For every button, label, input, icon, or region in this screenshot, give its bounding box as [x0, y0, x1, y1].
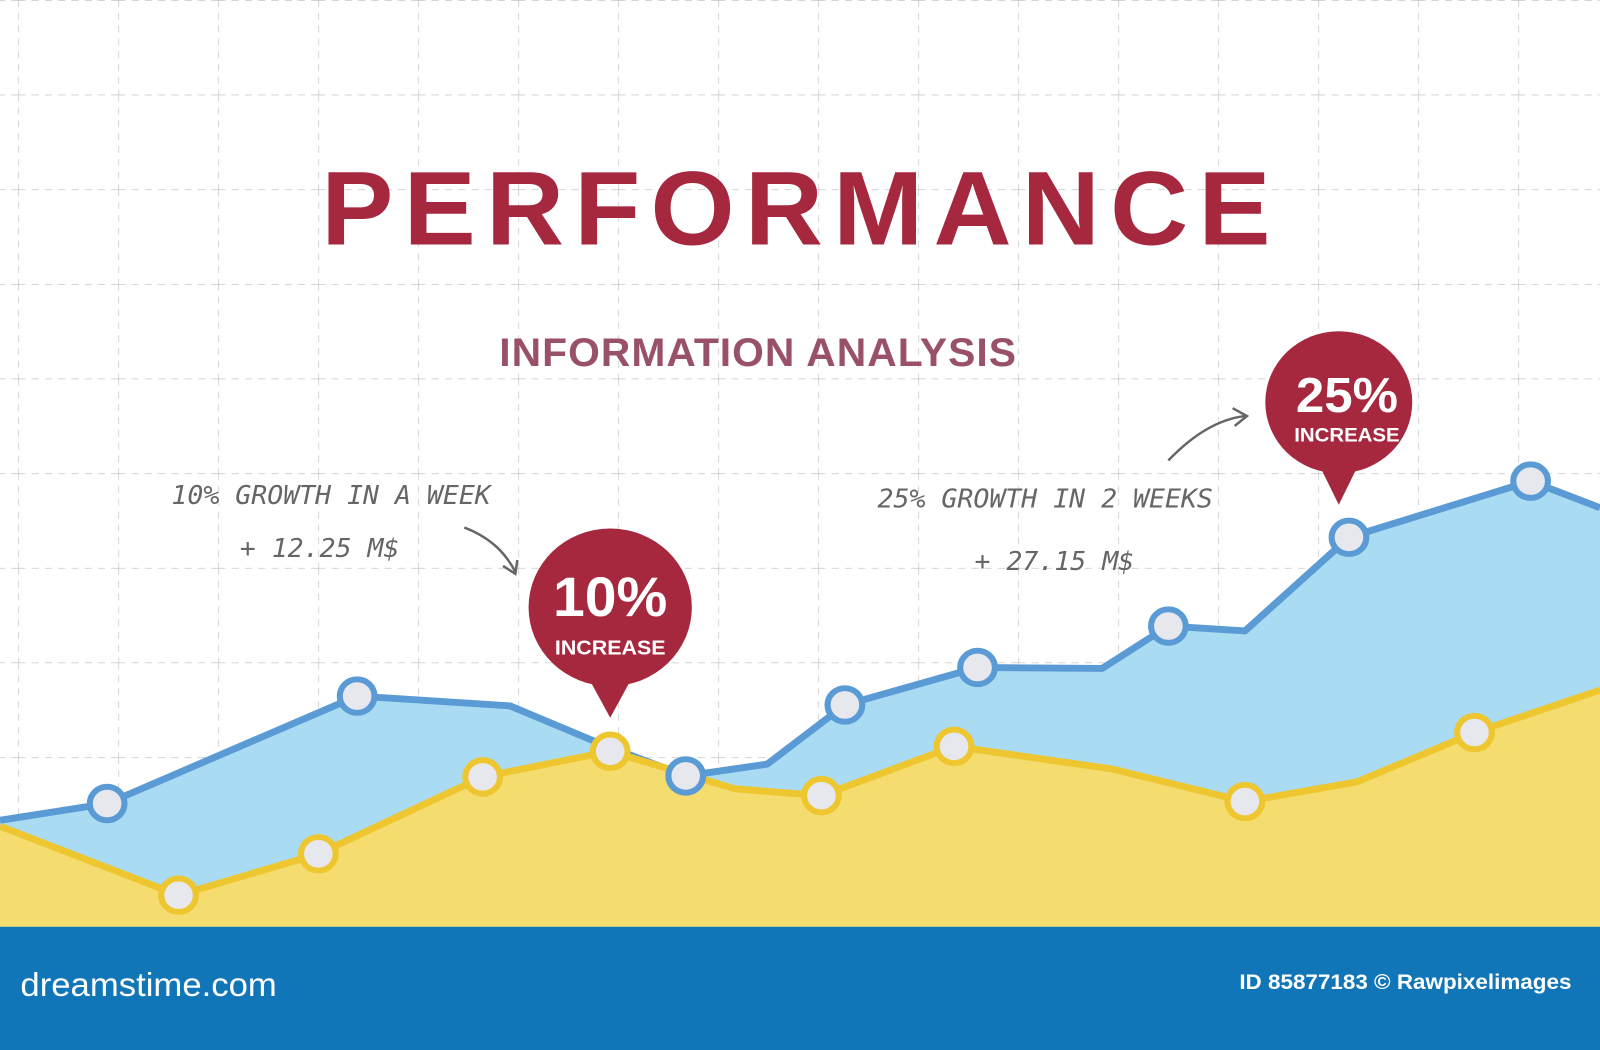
annotation: 25% GROWTH IN 2 WEEKS [878, 485, 1213, 514]
annotation: 10% GROWTH IN A WEEK [171, 481, 493, 510]
point [86, 783, 128, 824]
arrow [1167, 414, 1246, 462]
arrow-head [1232, 407, 1250, 427]
point [158, 875, 199, 915]
point [1328, 517, 1370, 558]
footer-credit: ID 85877183 © Rawpixelimages [1239, 969, 1571, 994]
badge-label: INCREASE [1294, 425, 1399, 447]
annotation-amount: + 12.25 M$ [240, 534, 400, 563]
point [957, 647, 998, 688]
point [1224, 781, 1266, 822]
point [1454, 712, 1495, 753]
badge-value: 10% [553, 566, 667, 628]
yellow-area [0, 690, 1600, 927]
arrow [463, 526, 517, 573]
subtitle: INFORMATION ANALYSIS [499, 330, 1017, 374]
title: PERFORMANCE [321, 150, 1280, 267]
badge-value: 25% [1296, 368, 1398, 423]
point [933, 726, 975, 767]
point [297, 834, 339, 874]
point [336, 676, 378, 716]
point [801, 775, 842, 816]
badge-label: INCREASE [555, 637, 666, 660]
footer-brand: dreamstime.com [20, 966, 276, 1003]
point [665, 756, 707, 796]
footer [0, 926, 1600, 1050]
annotation-amount: + 27.15 M$ [974, 547, 1134, 576]
arrow-head [502, 559, 519, 576]
point [462, 757, 504, 797]
point [1510, 461, 1552, 501]
points [86, 461, 1552, 915]
badge: 25% INCREASE [1265, 331, 1413, 505]
point [589, 731, 631, 771]
badge: 10% INCREASE [528, 528, 692, 718]
point [824, 685, 866, 725]
point [1147, 606, 1189, 646]
